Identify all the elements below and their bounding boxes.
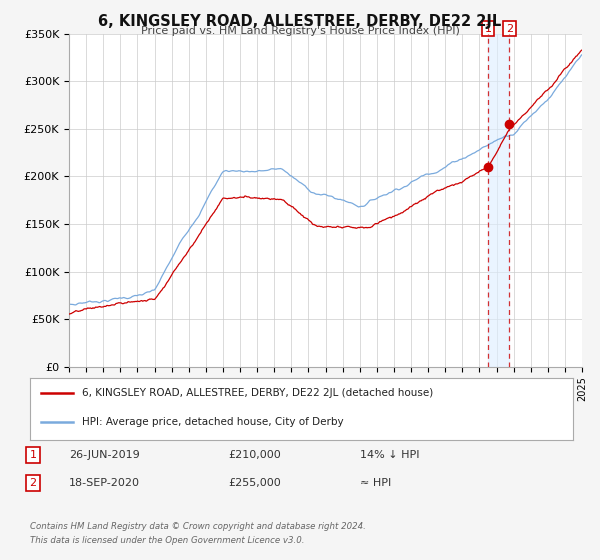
Text: 1: 1 [484,24,491,34]
Text: 6, KINGSLEY ROAD, ALLESTREE, DERBY, DE22 2JL: 6, KINGSLEY ROAD, ALLESTREE, DERBY, DE22… [98,14,502,29]
Text: £255,000: £255,000 [228,478,281,488]
Bar [488,34,509,367]
Text: £210,000: £210,000 [228,450,281,460]
Text: HPI: Average price, detached house, City of Derby: HPI: Average price, detached house, City… [82,417,343,427]
Text: Price paid vs. HM Land Registry's House Price Index (HPI): Price paid vs. HM Land Registry's House … [140,26,460,36]
Text: 18-SEP-2020: 18-SEP-2020 [69,478,140,488]
Text: 6, KINGSLEY ROAD, ALLESTREE, DERBY, DE22 2JL (detached house): 6, KINGSLEY ROAD, ALLESTREE, DERBY, DE22… [82,389,433,398]
Text: 2: 2 [29,478,37,488]
Text: Contains HM Land Registry data © Crown copyright and database right 2024.: Contains HM Land Registry data © Crown c… [30,522,366,531]
Text: This data is licensed under the Open Government Licence v3.0.: This data is licensed under the Open Gov… [30,536,305,545]
Text: 14% ↓ HPI: 14% ↓ HPI [360,450,419,460]
Text: ≈ HPI: ≈ HPI [360,478,391,488]
Text: 1: 1 [29,450,37,460]
Text: 2: 2 [506,24,513,34]
Text: 26-JUN-2019: 26-JUN-2019 [69,450,140,460]
